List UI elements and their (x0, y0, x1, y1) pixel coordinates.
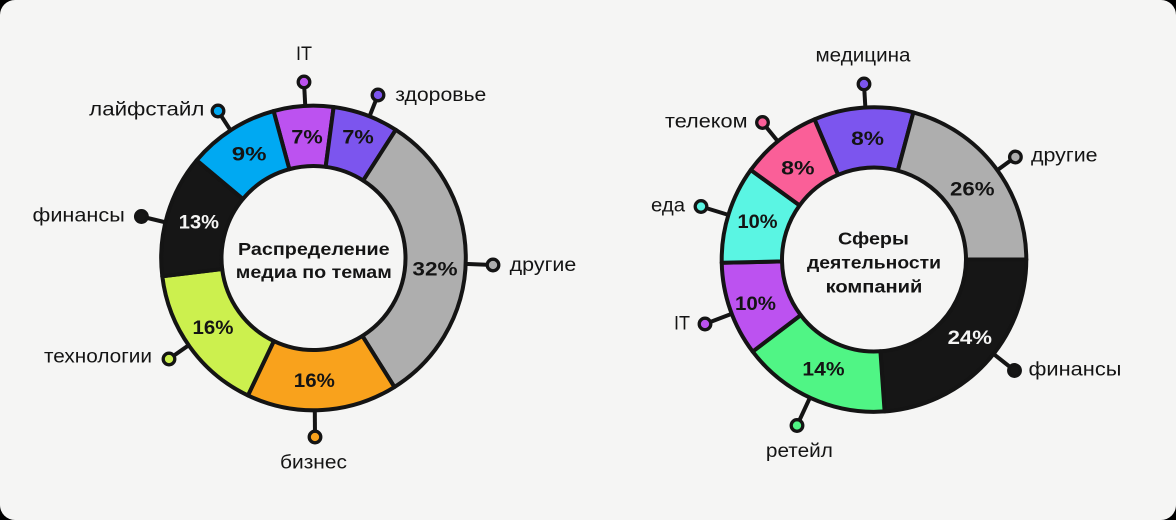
svg-text:16%: 16% (193, 318, 234, 339)
svg-text:здоровье: здоровье (395, 85, 486, 106)
svg-text:9%: 9% (232, 145, 267, 166)
svg-text:Сферы: Сферы (838, 229, 909, 249)
svg-text:IT: IT (674, 313, 690, 334)
svg-text:8%: 8% (851, 129, 884, 150)
svg-text:14%: 14% (802, 359, 844, 380)
svg-text:8%: 8% (781, 158, 815, 179)
svg-text:телеком: телеком (665, 111, 748, 132)
svg-text:финансы: финансы (33, 205, 125, 226)
svg-text:другие: другие (1031, 145, 1098, 166)
svg-text:финансы: финансы (1029, 359, 1122, 380)
svg-text:другие: другие (510, 255, 577, 276)
svg-text:бизнес: бизнес (280, 452, 347, 473)
svg-text:32%: 32% (412, 260, 457, 281)
svg-text:IT: IT (296, 44, 312, 65)
svg-text:10%: 10% (738, 212, 778, 233)
svg-text:26%: 26% (950, 179, 995, 200)
svg-text:7%: 7% (342, 128, 374, 149)
svg-text:лайфстайл: лайфстайл (89, 99, 204, 120)
svg-text:7%: 7% (291, 127, 323, 148)
svg-text:медицина: медицина (816, 45, 911, 66)
svg-text:10%: 10% (735, 294, 776, 315)
svg-text:технологии: технологии (44, 346, 152, 367)
svg-text:еда: еда (651, 195, 685, 216)
svg-text:Распределение: Распределение (238, 239, 390, 259)
svg-text:деятельности: деятельности (807, 253, 941, 273)
svg-text:ретейл: ретейл (766, 441, 833, 462)
svg-text:13%: 13% (179, 213, 219, 234)
svg-text:24%: 24% (948, 328, 993, 349)
svg-text:медиа по темам: медиа по темам (236, 262, 392, 282)
svg-text:16%: 16% (294, 371, 335, 392)
svg-text:компаний: компаний (826, 277, 923, 297)
